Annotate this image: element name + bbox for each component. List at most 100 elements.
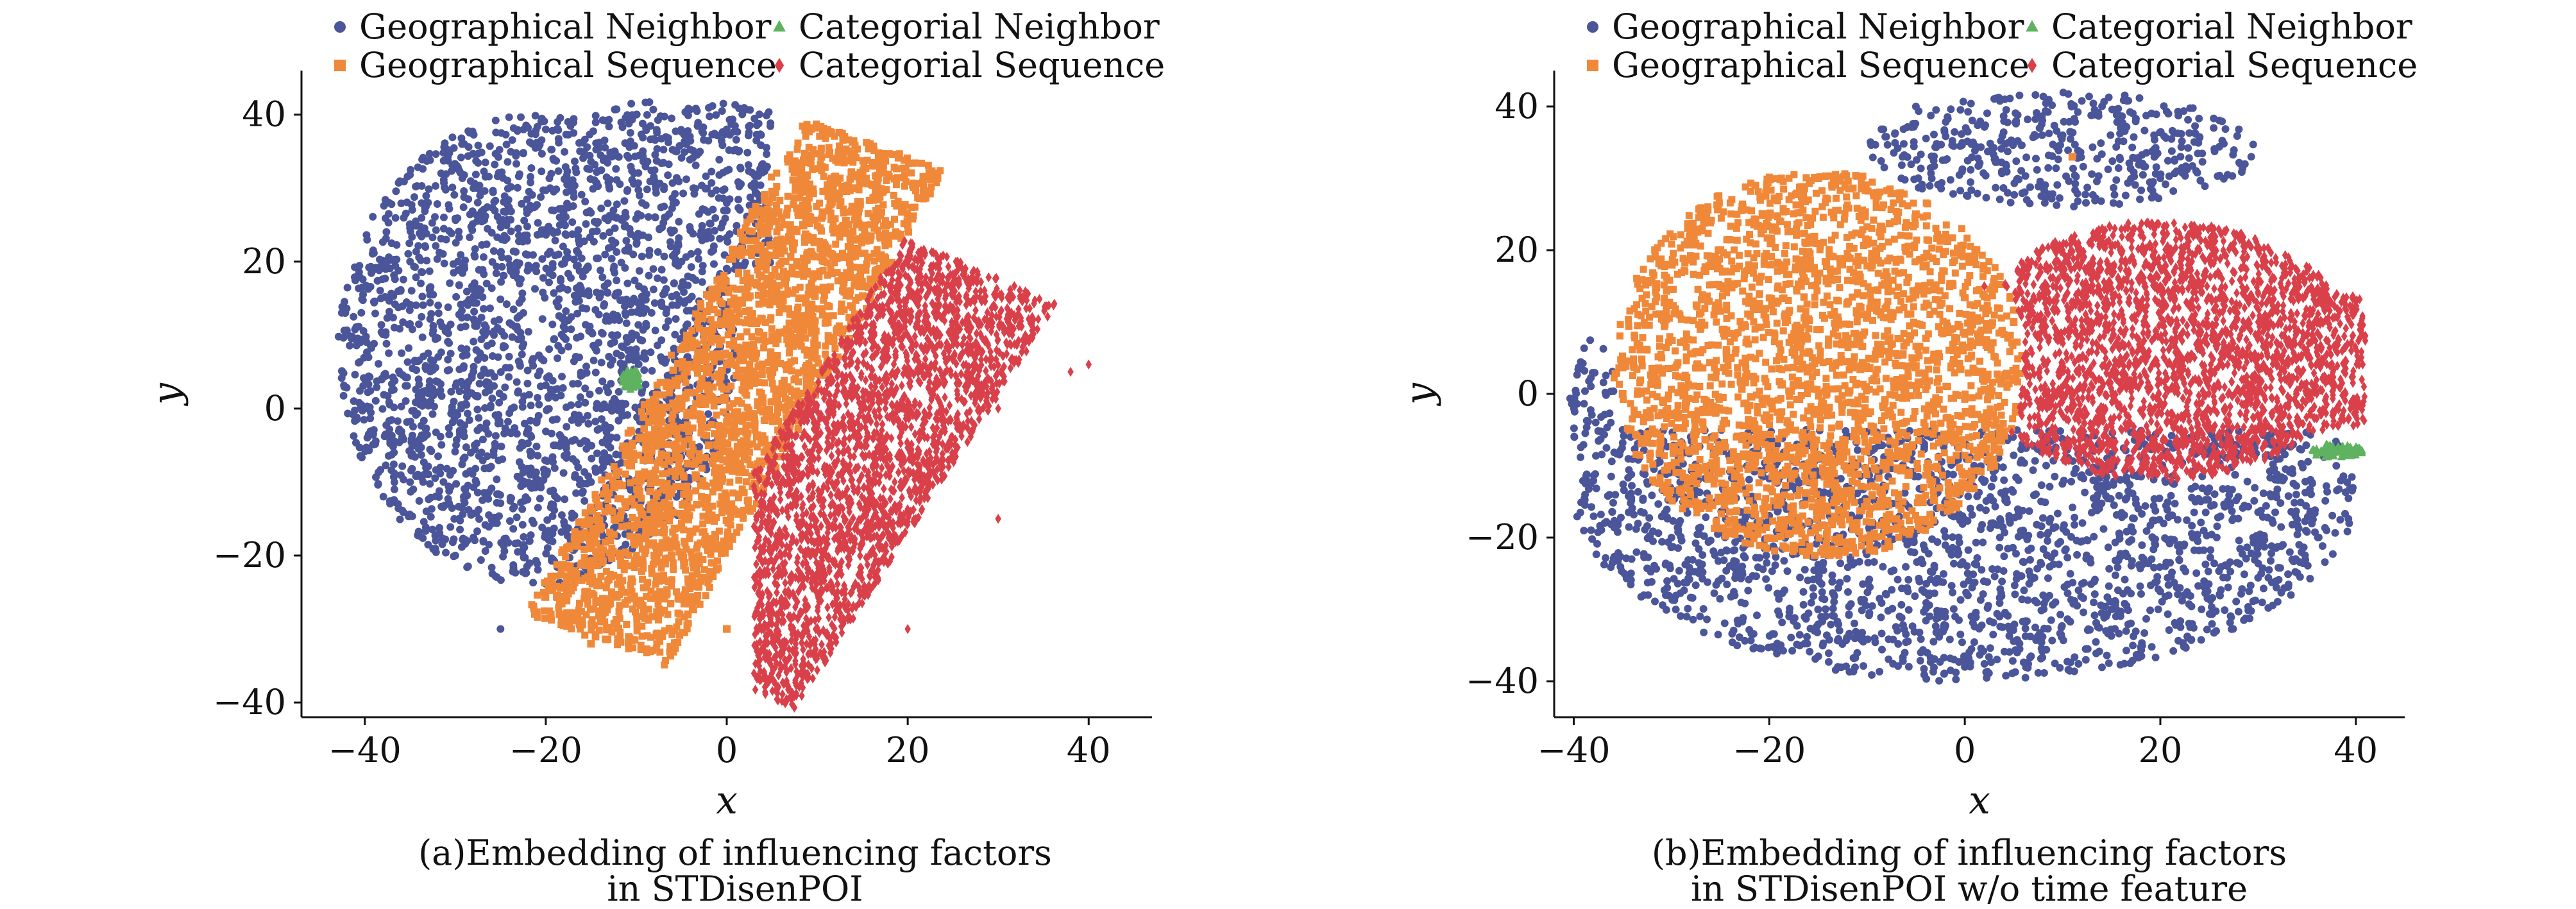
data-point [695,315,702,323]
data-point [382,265,390,273]
data-point [473,488,482,497]
data-point [736,523,743,531]
data-point [463,563,471,572]
data-point [392,187,400,196]
data-point [646,488,654,495]
data-point [598,476,606,484]
data-point [577,332,585,341]
data-point [359,275,367,284]
data-point [553,495,561,503]
data-point [528,191,536,199]
data-point [808,125,815,133]
data-point [425,470,432,479]
data-point [403,358,412,366]
data-point [377,321,386,329]
data-point [547,391,555,399]
data-point [476,349,484,357]
data-point [713,545,720,553]
data-point [733,317,740,325]
data-point [457,344,466,352]
data-point [834,179,842,187]
data-point [471,171,480,178]
data-point [584,516,592,523]
data-point [402,373,410,382]
data-point [586,151,594,160]
data-point [761,338,769,346]
data-point [676,455,684,463]
data-point [831,259,838,267]
data-point [507,216,515,224]
data-point [418,333,427,341]
data-point [665,139,672,146]
data-point [377,294,385,303]
data-point [656,225,664,234]
data-point [804,291,812,298]
data-point [387,289,395,298]
data-point [513,160,520,168]
data-point [461,257,470,264]
data-point [477,336,486,343]
data-point [653,381,661,389]
data-point [613,248,621,256]
data-point [682,175,690,183]
data-point [717,353,725,361]
data-point [654,590,662,598]
data-point [726,316,734,323]
data-point [591,344,600,353]
data-point [533,123,541,131]
data-point [676,610,684,618]
data-point [766,242,774,250]
data-point [496,368,505,376]
data-point [827,209,835,217]
data-point [466,177,475,185]
data-point [849,139,856,146]
data-point [765,223,773,230]
data-point [527,164,536,172]
data-point [507,148,515,156]
data-point [341,298,348,306]
data-point [678,629,686,636]
data-point [482,378,491,386]
data-point [545,607,553,615]
data-point [614,495,622,502]
data-point [382,331,390,339]
data-point [538,167,546,176]
data-point [595,503,602,510]
data-point [578,304,586,312]
data-point [543,405,552,413]
data-point [340,381,348,389]
data-point [818,153,826,161]
data-point [366,403,374,411]
data-point [737,252,744,260]
data-point [500,332,509,340]
data-point [523,379,532,387]
data-point [852,296,860,304]
data-point [516,475,524,483]
data-point [698,278,706,286]
data-point [475,515,483,523]
data-point [530,203,538,212]
data-point [554,118,562,126]
data-point [538,315,547,323]
data-point [667,600,674,607]
data-point [434,334,442,342]
data-point [577,518,585,525]
data-point [448,183,457,192]
data-point [387,386,396,395]
data-point [529,579,538,587]
data-point [604,289,612,297]
data-point [441,185,450,194]
data-point [381,370,389,378]
data-point [481,173,489,181]
data-point [468,226,477,234]
data-point [831,344,839,352]
data-point [479,293,487,302]
data-point [666,226,675,234]
data-point [591,118,600,126]
data-point [827,216,835,223]
data-point [378,238,387,246]
data-point [554,591,561,599]
data-point [638,510,645,518]
data-point [483,452,491,461]
data-point [465,416,473,424]
